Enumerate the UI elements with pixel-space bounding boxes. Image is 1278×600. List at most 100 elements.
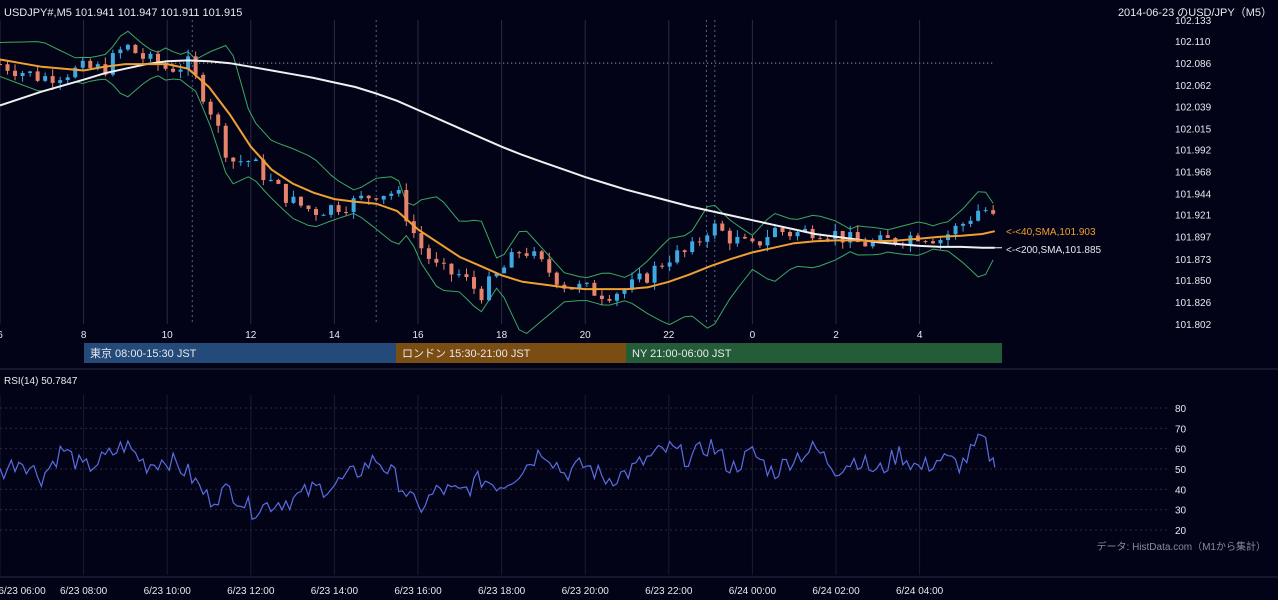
candle-body bbox=[456, 274, 461, 276]
price-axis: 102.133 102.110 102.086 102.062 102.039 102.0… bbox=[1175, 16, 1212, 331]
rsi-line bbox=[0, 433, 996, 521]
price-tick-label: 101.802 bbox=[1175, 320, 1212, 331]
candle-body bbox=[43, 76, 48, 81]
candle-body bbox=[976, 210, 981, 221]
candle-body bbox=[772, 227, 777, 238]
candle-body bbox=[35, 71, 40, 81]
candle-body bbox=[855, 232, 860, 243]
candle-body bbox=[58, 80, 63, 83]
candle-body bbox=[216, 114, 221, 126]
time-tick-label: 8 bbox=[81, 330, 87, 341]
candle-body bbox=[351, 198, 356, 212]
candle-body bbox=[472, 277, 477, 289]
date-tick-label: 6/23 16:00 bbox=[394, 586, 442, 597]
candle-body bbox=[426, 248, 431, 259]
candle-body bbox=[720, 223, 725, 231]
candle-body bbox=[750, 238, 755, 242]
candle-body bbox=[314, 209, 319, 215]
candle-body bbox=[780, 227, 785, 233]
candle-body bbox=[757, 241, 762, 246]
candle-body bbox=[938, 240, 943, 244]
rsi-label: RSI(14) 50.7847 bbox=[4, 376, 78, 387]
time-tick-label: 18 bbox=[496, 330, 508, 341]
candle-body bbox=[539, 251, 544, 260]
candle-body bbox=[253, 159, 258, 162]
candle-body bbox=[795, 232, 800, 237]
candle-body bbox=[329, 205, 334, 215]
candle-body bbox=[125, 44, 130, 50]
session-bar: 東京 08:00-15:30 JST ロンドン 15:30-21:00 JST NY… bbox=[0, 343, 1278, 370]
candle-body bbox=[494, 273, 499, 277]
candle-body bbox=[833, 230, 838, 239]
candle-body bbox=[630, 279, 635, 290]
session-label: NY 21:00-06:00 JST bbox=[632, 348, 732, 360]
candle-body bbox=[487, 276, 492, 301]
price-tick-label: 101.826 bbox=[1175, 298, 1212, 309]
price-tick-label: 101.873 bbox=[1175, 255, 1212, 266]
candle-body bbox=[524, 253, 529, 256]
candle-body bbox=[178, 69, 183, 72]
candle-body bbox=[637, 273, 642, 280]
sma200-line bbox=[0, 59, 995, 249]
candle-body bbox=[878, 235, 883, 242]
candle-body bbox=[419, 233, 424, 249]
candle-body bbox=[268, 179, 273, 181]
chart-title: 2014-06-23 のUSD/JPY（M5） bbox=[1118, 6, 1272, 19]
candle-body bbox=[140, 53, 145, 59]
rsi-tick-label: 70 bbox=[1175, 424, 1187, 435]
candle-body bbox=[336, 205, 341, 212]
price-tick-label: 102.086 bbox=[1175, 59, 1212, 70]
candle-body bbox=[735, 236, 740, 244]
candle-body bbox=[223, 125, 228, 158]
candle-body bbox=[825, 238, 830, 240]
candle-body bbox=[396, 189, 401, 194]
candle-body bbox=[961, 223, 966, 226]
candle-body bbox=[712, 223, 717, 236]
candle-body bbox=[283, 183, 288, 203]
date-axis: 6/23 06:00 6/23 08:00 6/23 10:00 6/23 12:00… bbox=[0, 576, 1278, 597]
candle-body bbox=[660, 265, 665, 267]
candle-body bbox=[690, 241, 695, 253]
candle-body bbox=[163, 64, 168, 69]
date-tick-label: 6/23 20:00 bbox=[562, 586, 610, 597]
candle-body bbox=[930, 241, 935, 244]
candle-body bbox=[0, 64, 2, 66]
symbol-info: USDJPY#,M5 101.941 101.947 101.911 101.9… bbox=[4, 7, 242, 19]
candle-body bbox=[705, 235, 710, 242]
bollinger-upper bbox=[0, 30, 994, 279]
candle-body bbox=[80, 60, 85, 68]
price-tick-label: 102.039 bbox=[1175, 102, 1212, 113]
candle-body bbox=[95, 64, 100, 68]
candle-body bbox=[261, 159, 266, 181]
date-tick-label: 6/23 10:00 bbox=[144, 586, 192, 597]
session-block bbox=[396, 343, 626, 363]
candle-body bbox=[298, 196, 303, 206]
candle-body bbox=[171, 68, 176, 72]
candle-body bbox=[13, 70, 18, 77]
price-tick-label: 102.015 bbox=[1175, 124, 1212, 135]
time-tick-label: 16 bbox=[412, 330, 424, 341]
candle-body bbox=[885, 235, 890, 238]
session-label: 東京 08:00-15:30 JST bbox=[90, 346, 197, 360]
candle-body bbox=[5, 64, 10, 71]
candle-body bbox=[193, 56, 198, 75]
price-tick-label: 101.921 bbox=[1175, 211, 1212, 222]
candle-body bbox=[682, 250, 687, 253]
rsi-tick-label: 20 bbox=[1175, 526, 1187, 537]
candle-body bbox=[65, 77, 70, 81]
candle-body bbox=[818, 238, 823, 240]
candle-body bbox=[953, 225, 958, 235]
moving-averages bbox=[0, 58, 1002, 291]
time-tick-label: 12 bbox=[245, 330, 257, 341]
candle-body bbox=[88, 60, 93, 68]
candle-body bbox=[532, 251, 537, 256]
rsi-tick-label: 30 bbox=[1175, 506, 1187, 517]
candle-body bbox=[509, 252, 514, 268]
candle-body bbox=[991, 210, 996, 214]
candle-body bbox=[697, 241, 702, 243]
candle-body bbox=[848, 232, 853, 243]
candle-body bbox=[148, 53, 153, 59]
time-tick-label: 6 bbox=[0, 330, 3, 341]
candle-body bbox=[675, 250, 680, 263]
